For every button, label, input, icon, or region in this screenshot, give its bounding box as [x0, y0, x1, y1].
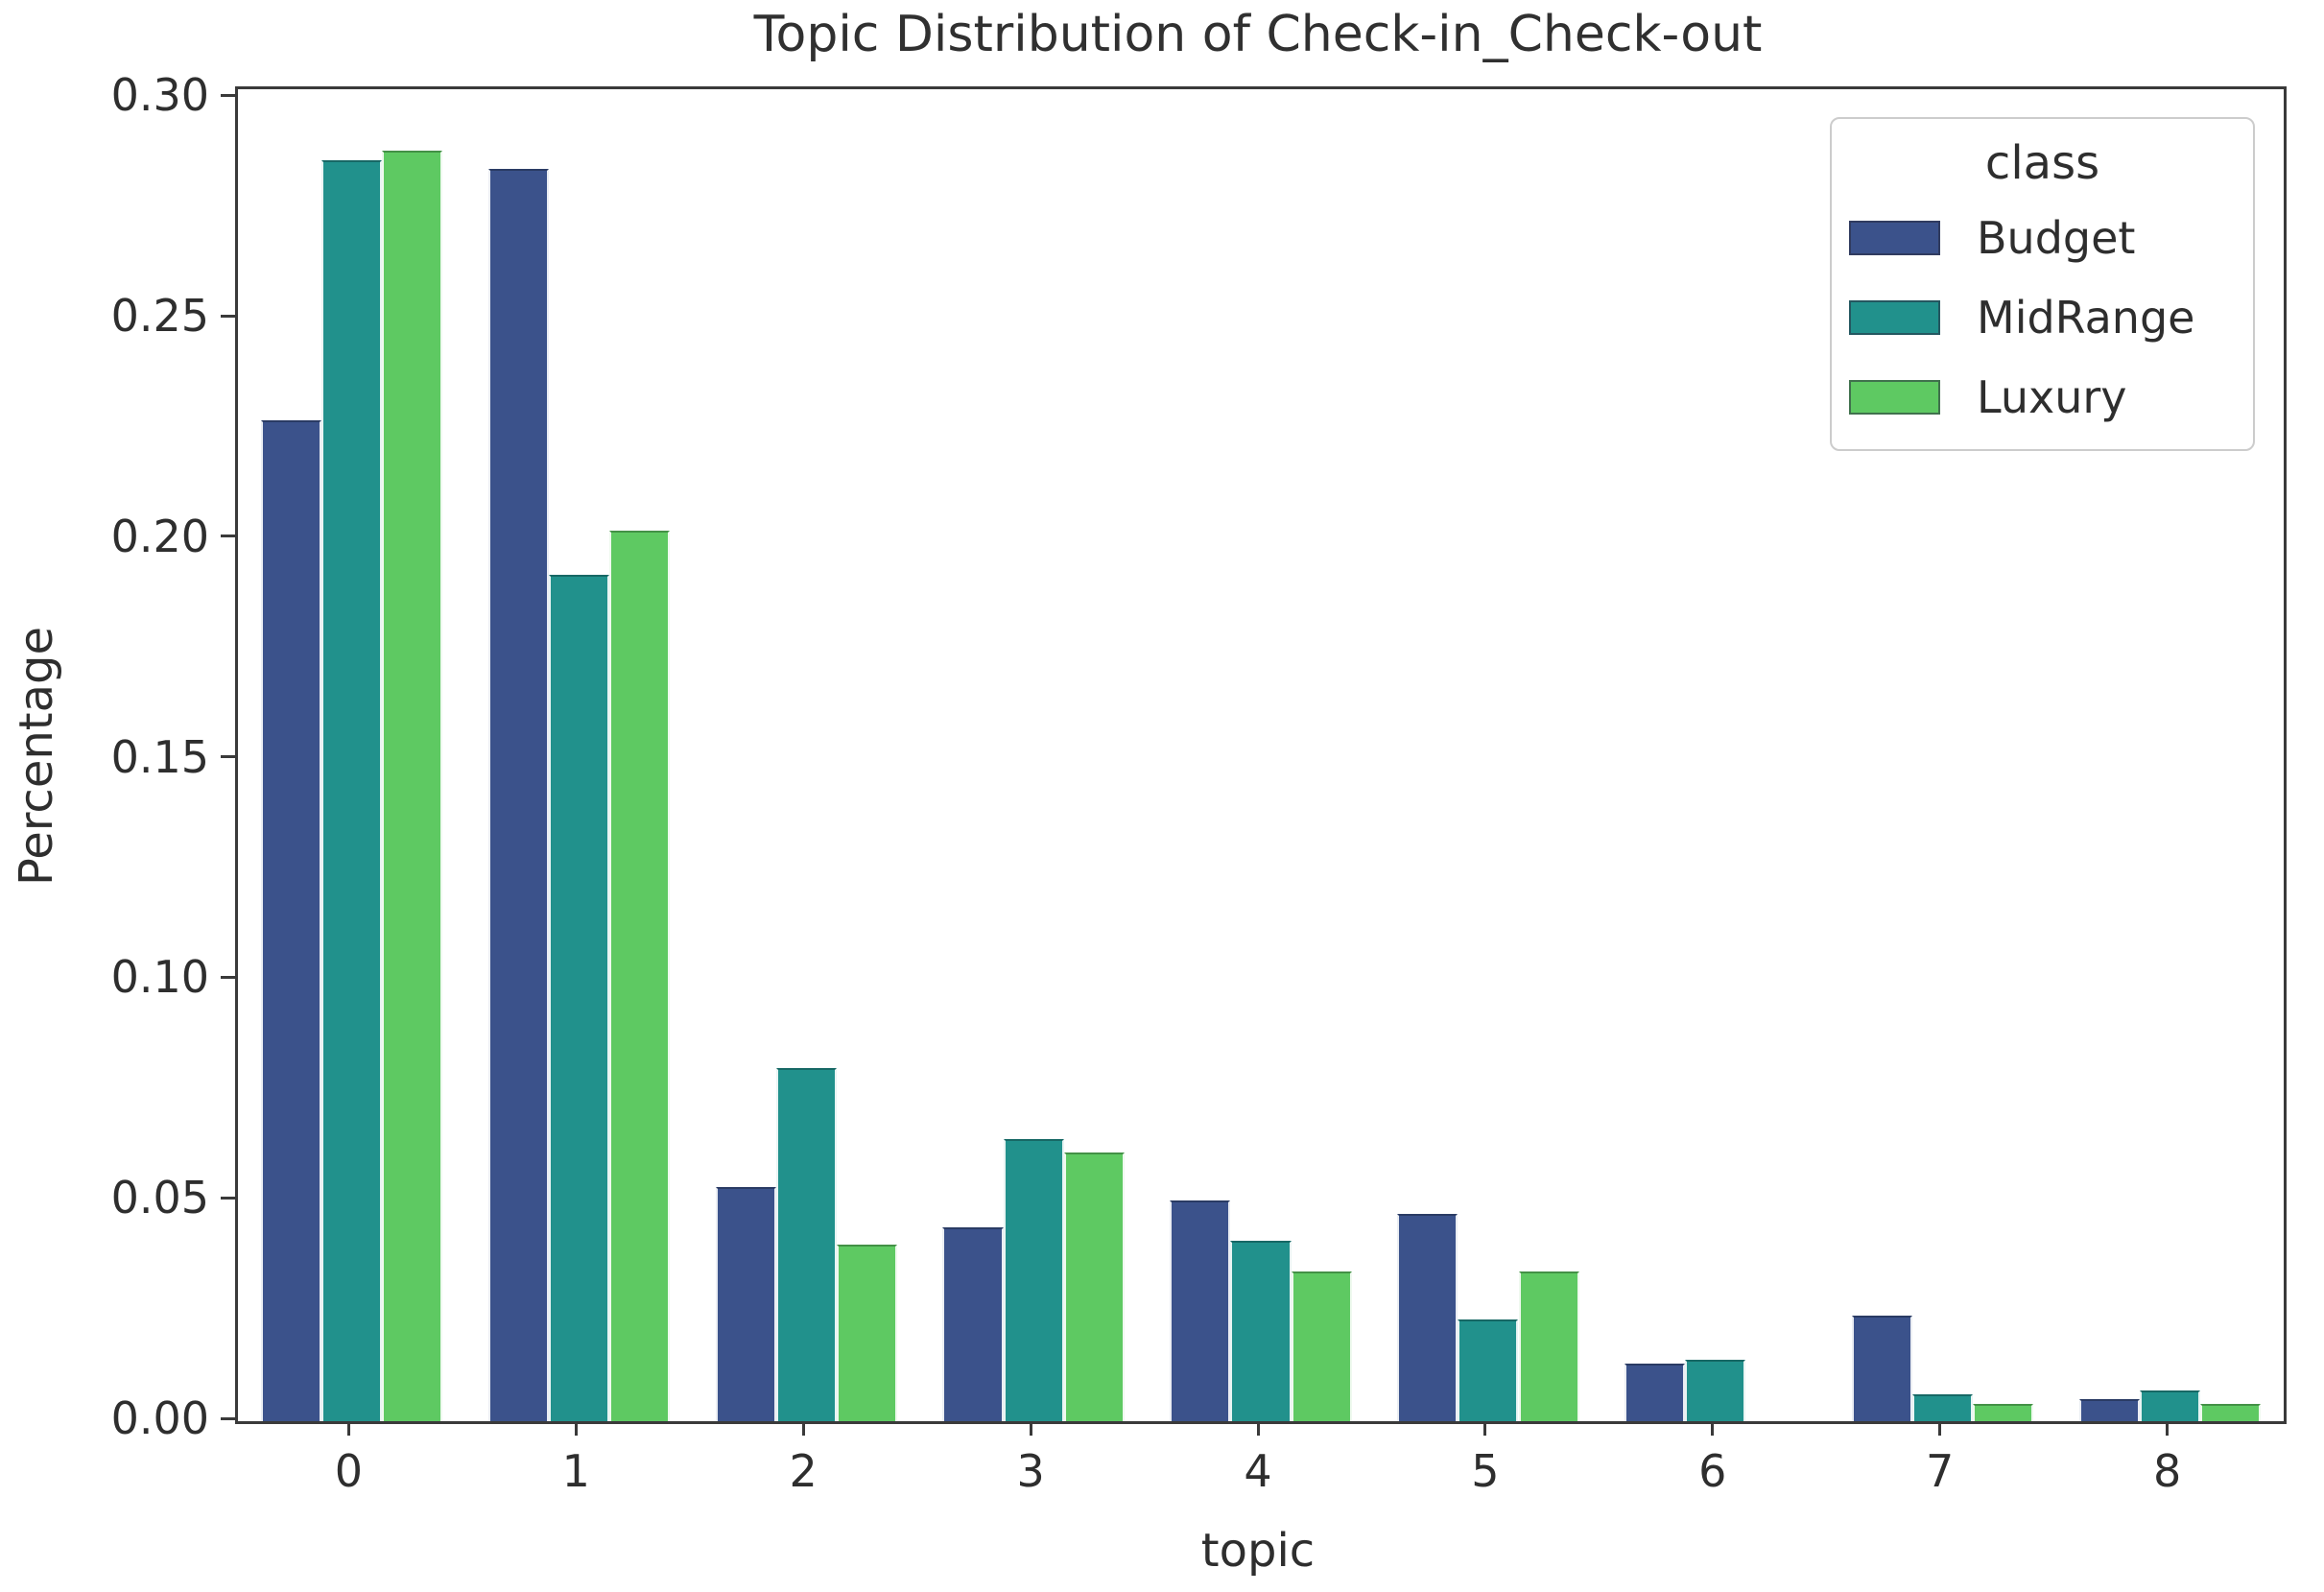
bar-budget-topic-7	[1851, 1315, 1913, 1421]
y-tick-label-0.10: 0.10	[110, 951, 209, 1004]
bar-luxury-topic-5	[1518, 1271, 1579, 1421]
legend-label-luxury: Luxury	[1977, 371, 2127, 423]
x-tick-label-3: 3	[1016, 1445, 1045, 1497]
bar-budget-topic-8	[2078, 1399, 2140, 1421]
x-tick-label-8: 8	[2152, 1445, 2182, 1497]
y-tick-mark-0.10	[221, 975, 235, 979]
x-tick-mark-7	[1938, 1421, 1942, 1436]
y-tick-mark-0.05	[221, 1196, 235, 1200]
bar-midrange-topic-7	[1912, 1394, 1974, 1421]
bar-midrange-topic-4	[1230, 1240, 1292, 1421]
x-tick-mark-3	[1029, 1421, 1032, 1436]
x-tick-mark-1	[574, 1421, 578, 1436]
x-tick-mark-4	[1256, 1421, 1260, 1436]
legend-title: class	[1984, 136, 2100, 190]
bar-midrange-topic-5	[1458, 1319, 1519, 1421]
bar-luxury-topic-0	[382, 151, 443, 1421]
legend-entry-midrange: MidRange	[1849, 291, 2194, 345]
bar-budget-topic-6	[1624, 1364, 1686, 1421]
legend: class Budget MidRange Luxury	[1830, 117, 2255, 451]
bar-midrange-topic-8	[2140, 1390, 2201, 1421]
x-tick-label-4: 4	[1244, 1445, 1272, 1497]
y-tick-label-0.05: 0.05	[110, 1172, 209, 1224]
legend-entry-luxury: Luxury	[1849, 370, 2127, 424]
x-tick-mark-0	[346, 1421, 350, 1436]
x-tick-label-0: 0	[334, 1445, 364, 1497]
bar-budget-topic-3	[942, 1226, 1004, 1421]
legend-label-budget: Budget	[1977, 212, 2136, 264]
bar-luxury-topic-1	[608, 530, 671, 1421]
y-tick-label-0.20: 0.20	[110, 510, 209, 562]
x-tick-mark-6	[1711, 1421, 1715, 1436]
bar-midrange-topic-2	[775, 1068, 837, 1421]
x-tick-label-1: 1	[561, 1445, 590, 1497]
x-axis-label: topic	[1200, 1524, 1316, 1578]
y-tick-mark-0.30	[221, 93, 235, 97]
y-tick-label-0.15: 0.15	[110, 730, 209, 783]
y-tick-label-0.25: 0.25	[110, 290, 209, 342]
x-tick-label-2: 2	[789, 1445, 818, 1497]
legend-label-midrange: MidRange	[1977, 292, 2195, 344]
chart-title: Topic Distribution of Check-in_Check-out	[753, 6, 1763, 63]
x-tick-label-7: 7	[1926, 1445, 1955, 1497]
bar-luxury-topic-4	[1291, 1271, 1352, 1421]
bar-luxury-topic-3	[1063, 1152, 1125, 1421]
bar-midrange-topic-0	[320, 159, 383, 1421]
legend-swatch-luxury	[1849, 380, 1940, 415]
bar-luxury-topic-2	[836, 1245, 897, 1421]
legend-entry-budget: Budget	[1849, 211, 2135, 265]
y-tick-mark-0.20	[221, 535, 235, 538]
bar-luxury-topic-7	[1973, 1403, 2034, 1421]
bar-budget-topic-0	[260, 419, 321, 1421]
x-tick-mark-8	[2166, 1421, 2170, 1436]
y-tick-label-0.30: 0.30	[110, 69, 209, 122]
x-tick-mark-2	[801, 1421, 805, 1436]
bar-midrange-topic-1	[548, 574, 609, 1421]
bar-midrange-topic-6	[1685, 1359, 1746, 1421]
legend-swatch-midrange	[1849, 300, 1940, 335]
bar-midrange-topic-3	[1003, 1138, 1064, 1421]
x-tick-label-5: 5	[1471, 1445, 1500, 1497]
bar-budget-topic-1	[487, 168, 549, 1421]
y-tick-mark-0.00	[221, 1416, 235, 1420]
bar-budget-topic-5	[1397, 1214, 1458, 1421]
bar-budget-topic-2	[715, 1187, 776, 1421]
legend-swatch-budget	[1849, 221, 1940, 255]
y-tick-mark-0.25	[221, 314, 235, 318]
bar-budget-topic-4	[1170, 1200, 1231, 1421]
bar-luxury-topic-8	[2200, 1403, 2262, 1421]
x-tick-mark-5	[1483, 1421, 1487, 1436]
x-tick-label-6: 6	[1698, 1445, 1727, 1497]
y-tick-mark-0.15	[221, 755, 235, 759]
y-tick-label-0.00: 0.00	[110, 1392, 209, 1444]
